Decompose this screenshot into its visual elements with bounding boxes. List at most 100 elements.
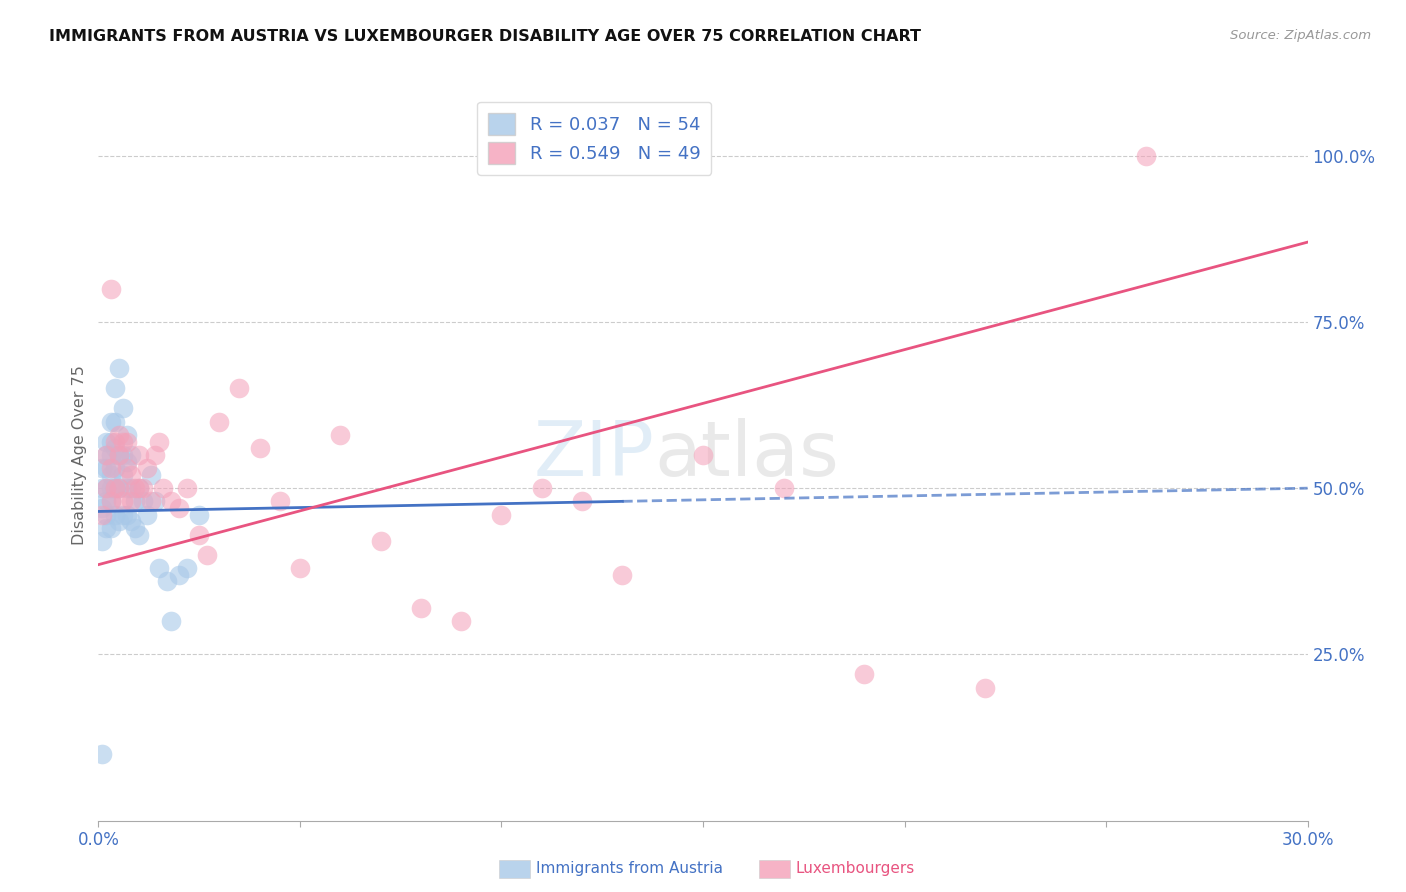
Point (188, 508, 211, 522)
Point (111, 467, 134, 482)
Point (115, 434, 138, 449)
Point (103, 434, 125, 449)
Point (103, 415, 125, 429)
Point (188, 527, 211, 541)
Point (107, 515, 129, 529)
Point (100, 467, 122, 482)
Point (96, 448, 118, 462)
Point (103, 481, 125, 495)
Point (115, 508, 138, 522)
Point (100, 481, 122, 495)
Point (96, 481, 118, 495)
Point (111, 448, 134, 462)
Point (100, 282, 122, 296)
Point (853, 667, 876, 681)
Point (148, 434, 170, 449)
Point (124, 481, 146, 495)
Point (96, 434, 118, 449)
Point (148, 561, 170, 575)
Point (128, 481, 150, 495)
Point (100, 494, 122, 508)
Point (370, 534, 392, 549)
Point (120, 448, 142, 462)
Point (120, 494, 142, 508)
Point (530, 481, 553, 495)
Point (96, 448, 118, 462)
Point (115, 428, 138, 442)
Point (269, 494, 291, 508)
Point (124, 494, 146, 508)
Point (120, 467, 142, 482)
Point (692, 448, 714, 462)
Text: Source: ZipAtlas.com: Source: ZipAtlas.com (1230, 29, 1371, 42)
Point (143, 494, 166, 508)
Point (111, 401, 134, 416)
Point (139, 494, 162, 508)
Point (111, 494, 134, 508)
Text: Luxembourgers: Luxembourgers (796, 862, 915, 876)
Point (329, 428, 352, 442)
Point (91, 481, 114, 495)
Point (103, 442, 125, 456)
Point (176, 561, 198, 575)
Point (612, 567, 634, 582)
Point (91, 508, 114, 522)
Point (103, 381, 125, 395)
Point (160, 614, 183, 628)
Point (100, 494, 122, 508)
Point (491, 508, 513, 522)
Point (132, 481, 155, 495)
Point (772, 481, 794, 495)
Point (96, 494, 118, 508)
Point (107, 448, 129, 462)
Point (571, 494, 593, 508)
Point (128, 527, 150, 541)
Point (167, 501, 190, 516)
Point (409, 600, 432, 615)
Point (115, 454, 138, 468)
Point (974, 681, 997, 695)
Legend: R = 0.037   N = 54, R = 0.549   N = 49: R = 0.037 N = 54, R = 0.549 N = 49 (477, 102, 711, 175)
Point (107, 448, 129, 462)
Point (91, 461, 114, 475)
Text: atlas: atlas (655, 418, 839, 491)
Point (124, 521, 146, 535)
Point (135, 508, 157, 522)
Point (128, 481, 150, 495)
Point (195, 548, 218, 562)
Point (91, 501, 114, 516)
Point (135, 461, 157, 475)
Point (103, 461, 125, 475)
Point (100, 521, 122, 535)
Point (100, 415, 122, 429)
Point (96, 461, 118, 475)
Point (100, 434, 122, 449)
Point (176, 481, 198, 495)
Text: Immigrants from Austria: Immigrants from Austria (536, 862, 723, 876)
Point (91, 747, 114, 761)
Point (115, 461, 138, 475)
Text: IMMIGRANTS FROM AUSTRIA VS LUXEMBOURGER DISABILITY AGE OVER 75 CORRELATION CHART: IMMIGRANTS FROM AUSTRIA VS LUXEMBOURGER … (49, 29, 921, 44)
Point (115, 481, 138, 495)
Point (107, 481, 129, 495)
Point (96, 508, 118, 522)
Point (120, 481, 142, 495)
Point (111, 434, 134, 449)
Point (96, 521, 118, 535)
Point (96, 481, 118, 495)
Point (156, 574, 179, 589)
Point (249, 442, 271, 456)
Point (120, 515, 142, 529)
Text: ZIP: ZIP (534, 418, 655, 491)
Point (143, 448, 166, 462)
Point (100, 461, 122, 475)
Point (228, 381, 250, 395)
Point (1135, 149, 1157, 163)
Point (103, 508, 125, 522)
Point (160, 494, 183, 508)
Point (111, 508, 134, 522)
Y-axis label: Disability Age Over 75: Disability Age Over 75 (72, 365, 87, 545)
Point (139, 467, 162, 482)
Point (107, 361, 129, 376)
Point (107, 428, 129, 442)
